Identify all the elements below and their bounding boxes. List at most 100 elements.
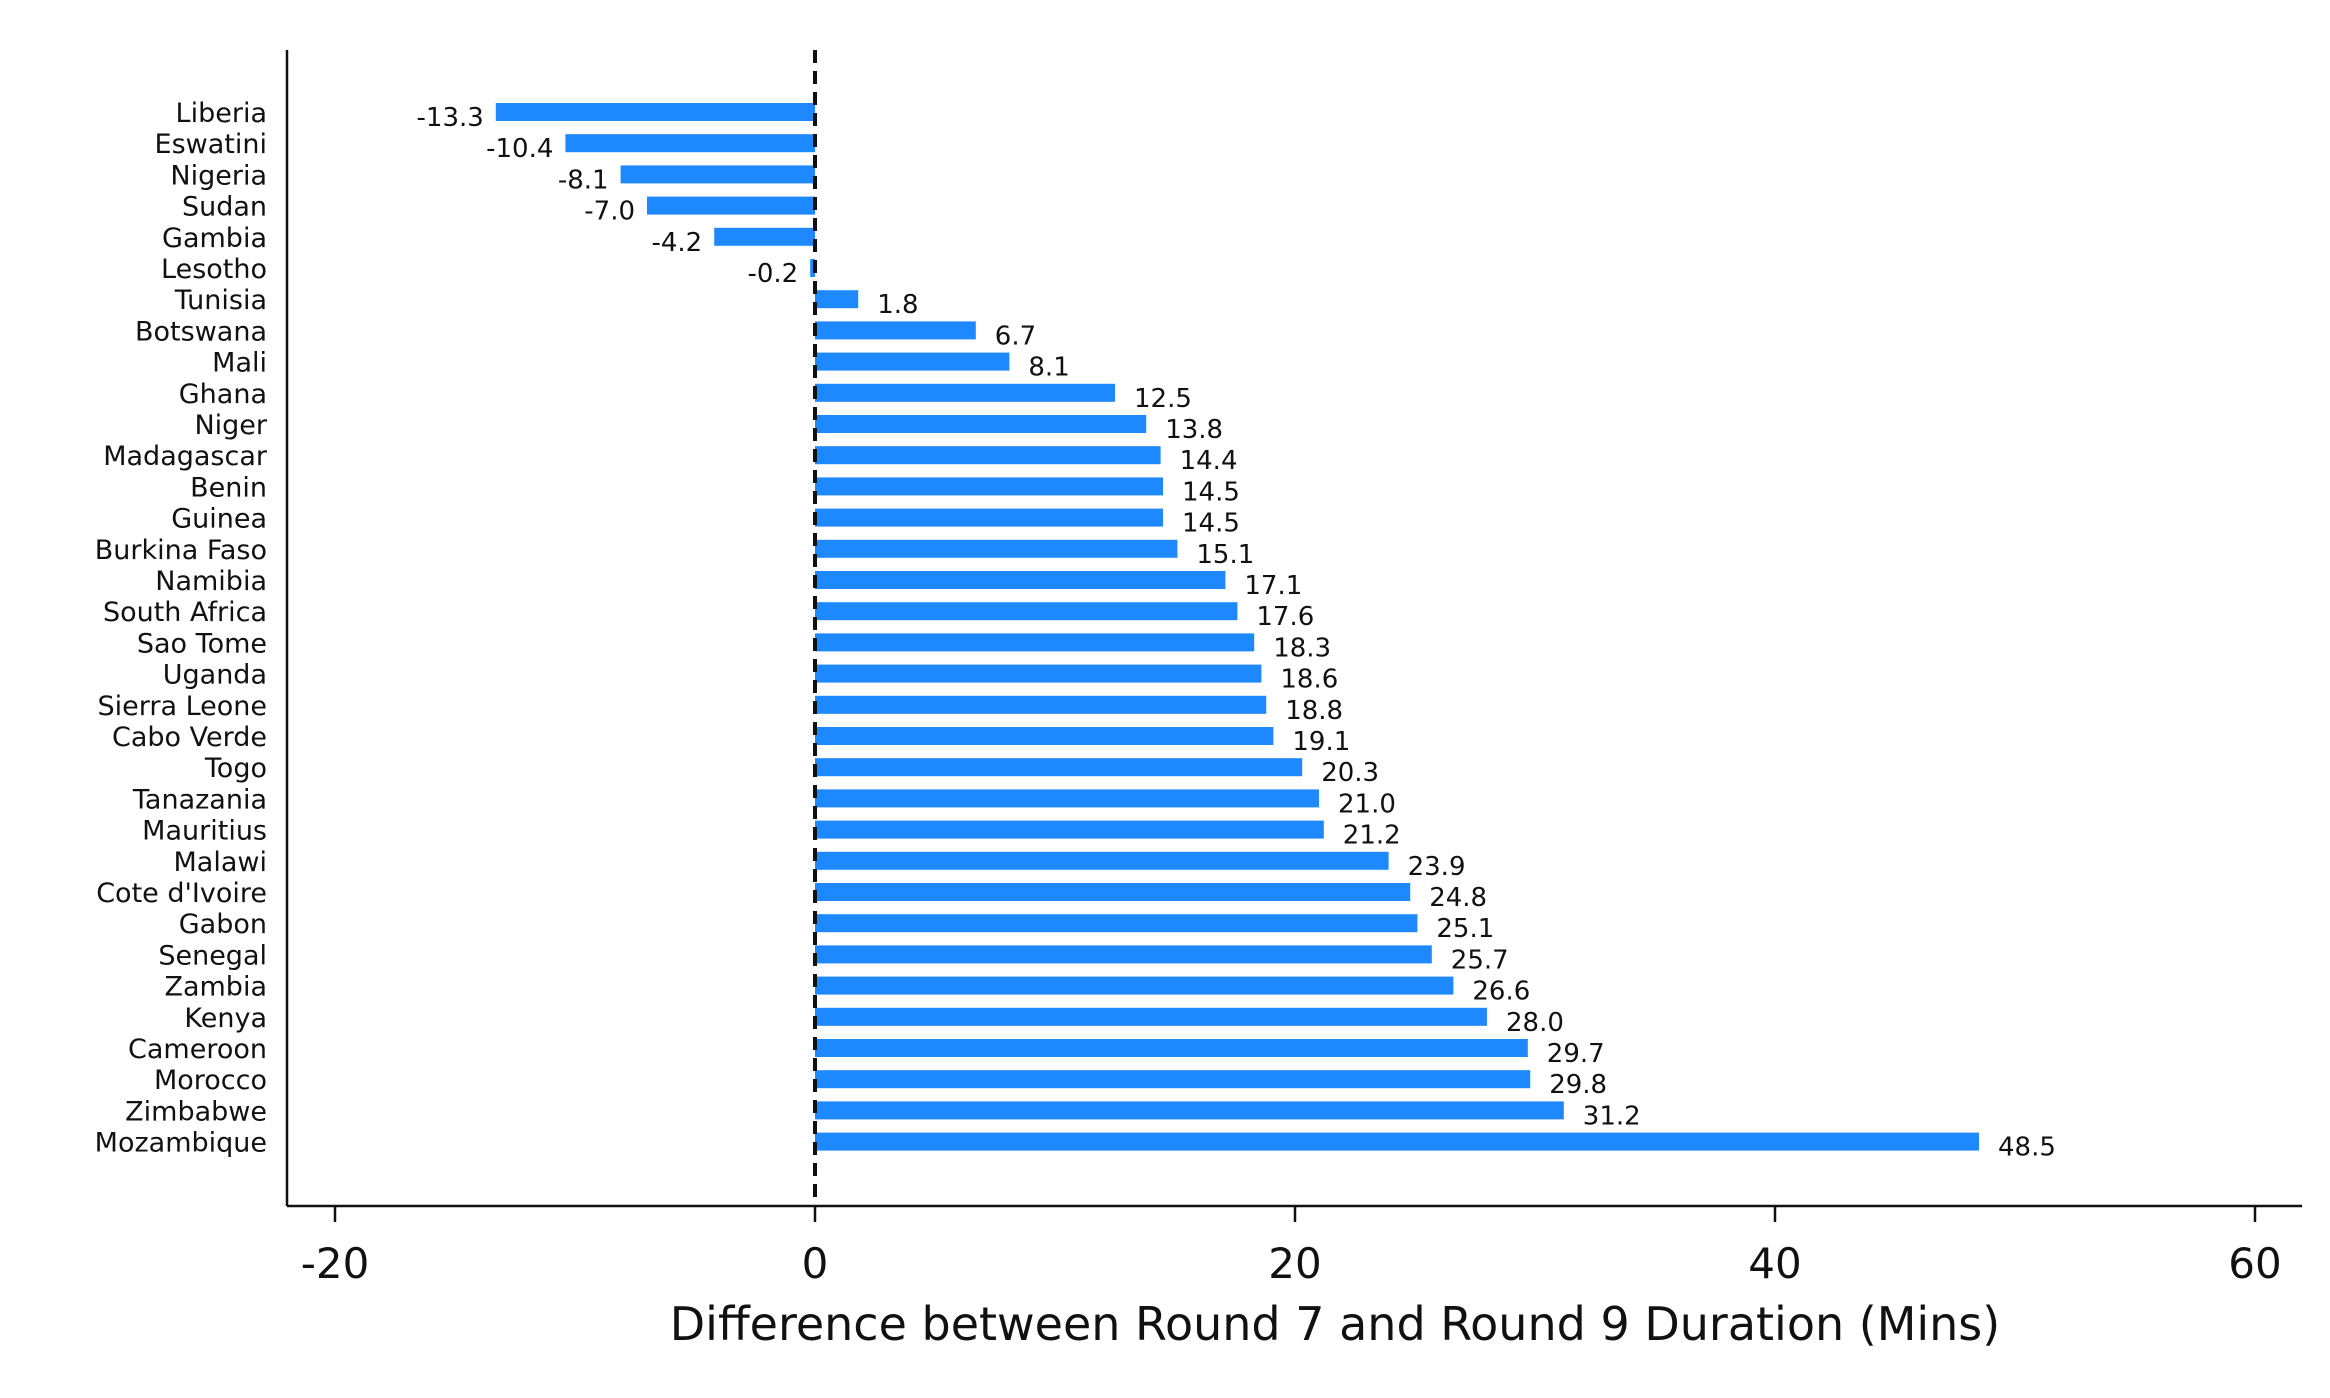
bar-mauritius bbox=[815, 820, 1324, 839]
value-label-sao-tome: 18.3 bbox=[1273, 633, 1331, 663]
bar-benin bbox=[815, 477, 1163, 496]
bar-tunisia bbox=[815, 290, 859, 309]
x-tick-label: 20 bbox=[1268, 1239, 1321, 1288]
country-label-benin: Benin bbox=[190, 472, 267, 503]
value-labels: -13.3-10.4-8.1-7.0-4.2-0.21.86.78.112.51… bbox=[417, 103, 2056, 1163]
value-label-mozambique: 48.5 bbox=[1998, 1133, 2056, 1163]
bar-senegal bbox=[815, 945, 1432, 964]
country-label-cote-d-ivoire: Cote d'Ivoire bbox=[96, 878, 267, 909]
country-label-zimbabwe: Zimbabwe bbox=[125, 1096, 267, 1127]
bar-tanazania bbox=[815, 789, 1319, 808]
value-label-sudan: -7.0 bbox=[584, 197, 635, 227]
value-label-liberia: -13.3 bbox=[417, 103, 484, 133]
bar-liberia bbox=[495, 103, 815, 121]
bar-namibia bbox=[815, 571, 1226, 589]
value-label-tanazania: 21.0 bbox=[1338, 789, 1396, 819]
country-label-cameroon: Cameroon bbox=[128, 1034, 267, 1065]
value-label-guinea: 14.5 bbox=[1182, 509, 1240, 539]
value-label-zambia: 26.6 bbox=[1472, 977, 1530, 1007]
x-tick-label: -20 bbox=[301, 1239, 370, 1288]
value-label-tunisia: 1.8 bbox=[877, 290, 918, 320]
bar-guinea bbox=[815, 508, 1163, 527]
bars bbox=[495, 103, 1979, 1151]
country-label-senegal: Senegal bbox=[158, 940, 267, 971]
country-label-morocco: Morocco bbox=[154, 1065, 267, 1096]
bar-gambia bbox=[714, 227, 815, 246]
country-label-togo: Togo bbox=[204, 753, 267, 784]
bar-botswana bbox=[815, 321, 976, 340]
country-label-sierra-leone: Sierra Leone bbox=[97, 691, 267, 722]
bar-uganda bbox=[815, 664, 1262, 683]
value-label-sierra-leone: 18.8 bbox=[1285, 696, 1343, 726]
bar-mali bbox=[815, 352, 1010, 371]
value-label-cabo-verde: 19.1 bbox=[1292, 727, 1350, 757]
country-labels: LiberiaEswatiniNigeriaSudanGambiaLesotho… bbox=[95, 98, 268, 1159]
value-label-zimbabwe: 31.2 bbox=[1583, 1101, 1641, 1131]
country-label-cabo-verde: Cabo Verde bbox=[112, 722, 267, 753]
country-label-mozambique: Mozambique bbox=[95, 1128, 267, 1159]
value-label-south-africa: 17.6 bbox=[1256, 602, 1314, 632]
country-label-guinea: Guinea bbox=[171, 504, 267, 535]
value-label-kenya: 28.0 bbox=[1506, 1008, 1564, 1038]
value-label-cameroon: 29.7 bbox=[1547, 1039, 1605, 1069]
country-label-namibia: Namibia bbox=[155, 566, 267, 597]
bar-madagascar bbox=[815, 446, 1161, 465]
value-label-benin: 14.5 bbox=[1182, 477, 1240, 507]
value-label-uganda: 18.6 bbox=[1280, 665, 1338, 695]
x-axis-ticks: -20 0 20 40 60 bbox=[301, 1206, 2282, 1288]
value-label-botswana: 6.7 bbox=[995, 321, 1036, 351]
bar-cote-d-ivoire bbox=[815, 883, 1411, 901]
x-tick-label: 60 bbox=[2228, 1239, 2281, 1288]
country-label-gambia: Gambia bbox=[162, 223, 267, 254]
bar-togo bbox=[815, 758, 1303, 777]
value-label-namibia: 17.1 bbox=[1244, 571, 1302, 601]
country-label-eswatini: Eswatini bbox=[155, 129, 267, 160]
bar-eswatini bbox=[565, 134, 815, 153]
bar-morocco bbox=[815, 1070, 1531, 1089]
bar-lesotho bbox=[810, 259, 815, 277]
bar-sudan bbox=[647, 196, 815, 215]
country-label-burkina-faso: Burkina Faso bbox=[95, 535, 267, 566]
bar-ghana bbox=[815, 383, 1115, 402]
country-label-uganda: Uganda bbox=[163, 660, 267, 691]
x-tick-label: 0 bbox=[802, 1239, 829, 1288]
value-label-senegal: 25.7 bbox=[1451, 945, 1509, 975]
country-label-zambia: Zambia bbox=[164, 972, 267, 1003]
country-label-lesotho: Lesotho bbox=[161, 254, 267, 285]
bar-mozambique bbox=[815, 1132, 1979, 1151]
value-label-mauritius: 21.2 bbox=[1343, 821, 1401, 851]
bar-cameroon bbox=[815, 1039, 1528, 1057]
bar-sao-tome bbox=[815, 633, 1255, 652]
value-label-gabon: 25.1 bbox=[1436, 914, 1494, 944]
country-label-mali: Mali bbox=[212, 348, 267, 379]
bar-kenya bbox=[815, 1007, 1487, 1026]
country-label-kenya: Kenya bbox=[184, 1003, 267, 1034]
value-label-cote-d-ivoire: 24.8 bbox=[1429, 883, 1487, 913]
country-label-madagascar: Madagascar bbox=[103, 441, 268, 472]
value-label-mali: 8.1 bbox=[1028, 353, 1069, 383]
value-label-eswatini: -10.4 bbox=[486, 134, 553, 164]
bar-cabo-verde bbox=[815, 727, 1274, 745]
country-label-niger: Niger bbox=[194, 410, 267, 441]
country-label-sudan: Sudan bbox=[182, 192, 267, 223]
country-label-gabon: Gabon bbox=[179, 909, 267, 940]
country-label-sao-tome: Sao Tome bbox=[137, 628, 267, 659]
country-label-ghana: Ghana bbox=[179, 379, 267, 410]
x-axis-title: Difference between Round 7 and Round 9 D… bbox=[670, 1297, 2000, 1351]
value-label-morocco: 29.8 bbox=[1549, 1070, 1607, 1100]
value-label-madagascar: 14.4 bbox=[1180, 446, 1238, 476]
bar-niger bbox=[815, 415, 1147, 433]
value-label-gambia: -4.2 bbox=[651, 228, 702, 258]
value-label-togo: 20.3 bbox=[1321, 758, 1379, 788]
country-label-malawi: Malawi bbox=[174, 847, 267, 878]
country-label-liberia: Liberia bbox=[176, 98, 267, 129]
country-label-botswana: Botswana bbox=[135, 316, 267, 347]
country-label-mauritius: Mauritius bbox=[142, 816, 267, 847]
x-tick-label: 40 bbox=[1748, 1239, 1801, 1288]
bar-sierra-leone bbox=[815, 695, 1267, 714]
country-label-tunisia: Tunisia bbox=[174, 285, 267, 316]
country-label-nigeria: Nigeria bbox=[170, 160, 267, 191]
bar-nigeria bbox=[620, 165, 815, 184]
